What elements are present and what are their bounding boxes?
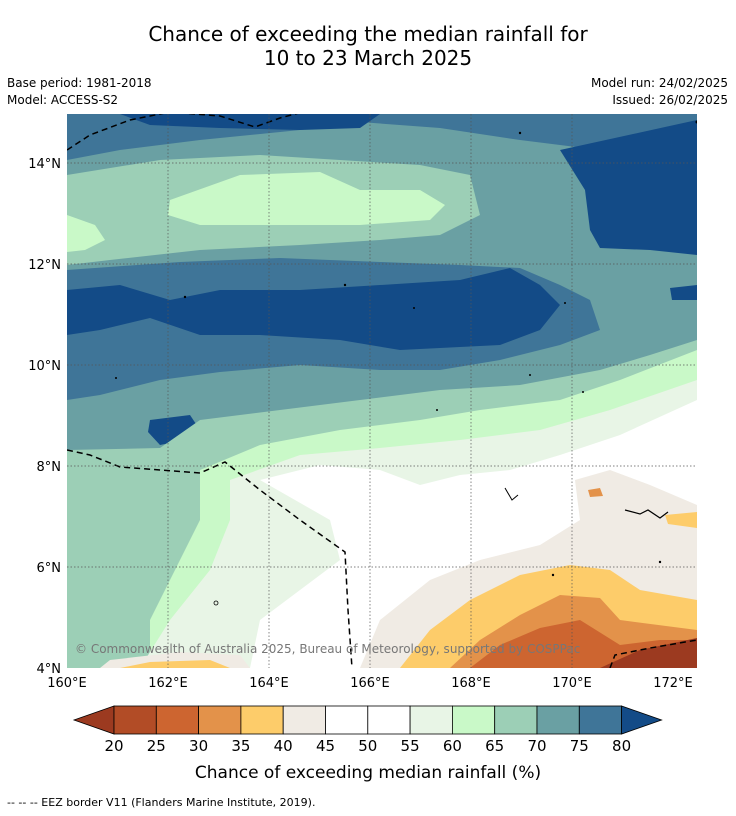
eez-border-north [67, 114, 298, 151]
colorbar-swatch [240, 705, 284, 735]
map-title: Chance of exceeding the median rainfall … [0, 22, 736, 70]
colorbar-swatch [155, 705, 200, 735]
colorbar-swatch [536, 705, 580, 735]
colorbar-swatch [113, 705, 157, 735]
colorbar-tick-label: 60 [443, 737, 462, 755]
x-axis: 160°E 162°E 164°E 166°E 168°E 170°E 172°… [47, 676, 693, 691]
meta-left: Base period: 1981-2018 Model: ACCESS-S2 [7, 75, 152, 109]
band-80-northeast [560, 120, 697, 255]
colorbar-swatch [409, 705, 453, 735]
colorbar-title: Chance of exceeding median rainfall (%) [195, 763, 541, 783]
x-tick-label: 168°E [451, 676, 491, 691]
issued-date: Issued: 26/02/2025 [612, 93, 728, 107]
colorbar-tick-label: 25 [147, 737, 166, 755]
colorbar-swatch [198, 705, 242, 735]
x-tick-label: 160°E [47, 676, 87, 691]
band-20-25 [600, 638, 697, 668]
y-axis: 14°N 12°N 10°N 8°N 6°N 4°N [28, 157, 61, 677]
colorbar-tick-label: 45 [316, 737, 335, 755]
colorbar-tick-label: 35 [231, 737, 250, 755]
island-dot [436, 409, 438, 411]
title-line-1: Chance of exceeding the median rainfall … [148, 22, 588, 46]
colorbar-tick-label: 30 [189, 737, 208, 755]
band-60-65-north [168, 172, 445, 225]
base-period: Base period: 1981-2018 [7, 76, 152, 90]
x-tick-label: 166°E [350, 676, 390, 691]
colorbar-extend-high [621, 705, 663, 735]
band-35-40-east [665, 512, 697, 528]
y-tick-label: 8°N [37, 460, 62, 475]
eez-border-south [67, 449, 353, 668]
colorbar-swatch [367, 705, 411, 735]
title-line-2: 10 to 23 March 2025 [263, 46, 473, 70]
island-dot [183, 295, 187, 299]
island-dot [115, 377, 117, 379]
island-outline [624, 509, 669, 519]
eez-note: -- -- -- EEZ border V11 (Flanders Marine… [7, 796, 316, 809]
colorbar-swatch [451, 705, 496, 735]
x-tick-label: 164°E [249, 676, 289, 691]
island-dot [582, 391, 584, 393]
colorbar-tick-label: 80 [612, 737, 631, 755]
y-tick-label: 10°N [28, 359, 61, 374]
y-tick-label: 12°N [28, 258, 61, 273]
colorbar-swatch [325, 705, 369, 735]
colorbar-swatch [578, 705, 622, 735]
island-dot [564, 302, 566, 304]
band-60-65-west [67, 215, 105, 252]
colorbar-swatch [282, 705, 326, 735]
band-80-east-patch [670, 285, 697, 300]
band-35-40-southwest [120, 660, 230, 668]
y-tick-label: 14°N [28, 157, 61, 172]
x-tick-label: 162°E [148, 676, 188, 691]
island-outline-2 [504, 487, 519, 501]
island-dot [518, 131, 522, 135]
colorbar-swatch [494, 705, 538, 735]
band-30-35-patch [588, 488, 603, 497]
island-dot [343, 283, 347, 287]
rainfall-map [67, 114, 697, 668]
band-80-north [120, 114, 380, 130]
y-tick-label: 6°N [37, 561, 62, 576]
island-dot [658, 560, 662, 564]
model-name: Model: ACCESS-S2 [7, 93, 119, 107]
colorbar-tick-label: 20 [104, 737, 123, 755]
island-dot [551, 573, 555, 577]
graticule [67, 114, 697, 668]
colorbar-tick-label: 75 [570, 737, 589, 755]
colorbar-extend-low [72, 705, 115, 735]
band-80-middle [67, 268, 560, 350]
island-dot [695, 120, 697, 124]
colorbar-tick-label: 50 [358, 737, 377, 755]
island-dot [213, 600, 219, 606]
colorbar: 20 25 30 35 40 45 50 55 60 65 70 75 80 [72, 705, 663, 755]
x-tick-label: 170°E [552, 676, 592, 691]
island-dot [529, 374, 531, 376]
colorbar-tick-label: 40 [274, 737, 293, 755]
model-run: Model run: 24/02/2025 [590, 76, 728, 90]
colorbar-tick-label: 55 [401, 737, 420, 755]
y-tick-label: 4°N [37, 662, 62, 677]
colorbar-tick-label: 70 [527, 737, 546, 755]
x-tick-label: 172°E [653, 676, 693, 691]
eez-border-southeast [609, 639, 697, 668]
copyright-text: © Commonwealth of Australia 2025, Bureau… [75, 642, 580, 656]
meta-right: Model run: 24/02/2025 Issued: 26/02/2025 [591, 75, 728, 109]
colorbar-tick-label: 65 [485, 737, 504, 755]
island-dot [413, 307, 415, 309]
